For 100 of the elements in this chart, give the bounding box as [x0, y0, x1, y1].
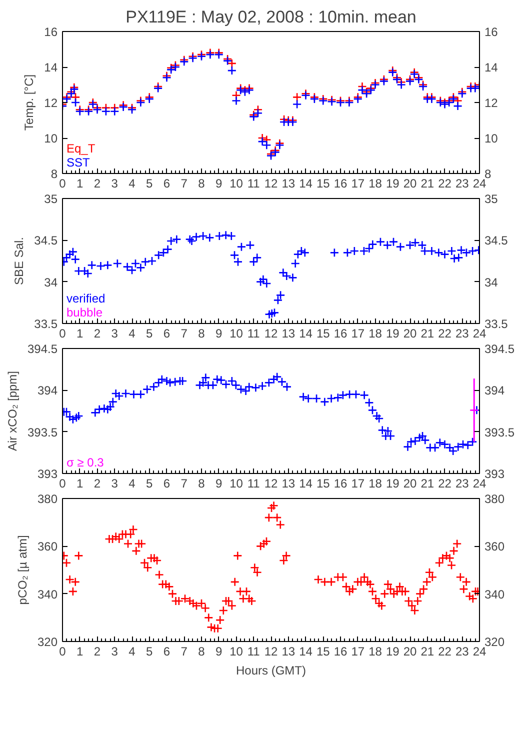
- x-tick-label: 3: [111, 176, 118, 190]
- x-tick-label: 10: [230, 176, 244, 190]
- x-tick-label: 4: [128, 644, 136, 658]
- x-tick-label: 14: [299, 176, 313, 190]
- x-tick-label: 12: [264, 476, 278, 490]
- y-tick-label: 360: [37, 540, 58, 554]
- y2-tick-label: 33.5: [484, 317, 508, 331]
- y2-tick-label: 340: [484, 587, 505, 602]
- x-tick-label: 15: [316, 326, 330, 340]
- x-tick-label: 1: [76, 476, 84, 490]
- x-tick-label: 16: [334, 176, 348, 190]
- x-tick-label: 24: [472, 644, 486, 658]
- y2-tick-label: 393: [484, 467, 505, 481]
- x-tick-label: 0: [59, 326, 66, 340]
- x-tick-label: 17: [351, 476, 365, 490]
- x-tick-label: 1: [76, 644, 84, 658]
- x-tick-label: 20: [403, 476, 417, 490]
- x-tick-label: 20: [403, 326, 417, 340]
- x-tick-label: 17: [351, 644, 365, 658]
- x-tick-label: 11: [247, 326, 260, 340]
- x-tick-label: 1: [76, 326, 84, 340]
- x-tick-label: 11: [247, 476, 260, 490]
- y2-tick-label: 320: [484, 635, 505, 649]
- x-tick-label: 12: [264, 176, 278, 190]
- x-tick-label: 16: [334, 644, 348, 658]
- legend-label: bubble: [66, 306, 103, 320]
- y-tick-label: 394: [37, 384, 58, 398]
- x-tick-label: 9: [216, 644, 223, 658]
- y2-tick-label: 8: [484, 167, 492, 181]
- x-tick-label: 4: [128, 176, 136, 190]
- y-tick-label: 34.5: [34, 234, 58, 248]
- y-tick-label: 394.5: [27, 342, 58, 356]
- x-tick-label: 20: [403, 176, 417, 190]
- x-tick-label: 18: [368, 176, 382, 190]
- x-tick-label: 7: [180, 644, 188, 658]
- y-tick-label: 10: [44, 132, 58, 146]
- x-tick-label: 9: [216, 326, 223, 340]
- x-tick-label: 10: [230, 644, 244, 658]
- x-tick-label: 14: [299, 644, 313, 658]
- x-tick-label: 19: [386, 476, 400, 490]
- chart-title: PX119E : May 02, 2008 : 10min. mean: [126, 8, 416, 26]
- x-tick-label: 13: [282, 644, 296, 658]
- x-tick-label: 13: [282, 476, 296, 490]
- x-tick-label: 24: [472, 176, 486, 190]
- text: SST: [66, 156, 91, 170]
- x-tick-label: 5: [146, 644, 154, 658]
- x-tick-label: 16: [334, 326, 348, 340]
- x-tick-label: 13: [282, 326, 296, 340]
- x-tick-label: 18: [368, 326, 382, 340]
- x-tick-label: 12: [264, 326, 278, 340]
- x-tick-label: 2: [94, 326, 101, 340]
- y-tick-label: 34: [44, 275, 58, 290]
- x-tick-label: 22: [438, 176, 452, 190]
- x-tick-label: 6: [163, 326, 170, 340]
- x-tick-label: 9: [216, 476, 223, 490]
- x-tick-label: 6: [163, 644, 170, 658]
- y-tick-label: 33.5: [34, 317, 58, 331]
- y-tick-label: 35: [44, 192, 58, 206]
- x-tick-label: 2: [94, 644, 101, 658]
- y2-tick-label: 14: [484, 60, 498, 74]
- y2-tick-label: 35: [484, 192, 498, 206]
- x-tick-label: 3: [111, 326, 118, 340]
- x-tick-label: 18: [368, 644, 382, 658]
- x-tick-label: 14: [299, 476, 313, 490]
- x-tick-label: 5: [146, 176, 154, 190]
- y-axis-title: pCO₂ [µ atm]: [15, 535, 30, 605]
- x-tick-label: 23: [455, 176, 470, 190]
- y2-tick-label: 394: [484, 384, 505, 398]
- x-tick-label: 15: [316, 176, 330, 190]
- x-tick-label: 17: [351, 326, 365, 340]
- x-tick-label: 18: [368, 476, 382, 490]
- x-tick-label: 0: [59, 644, 66, 658]
- x-tick-label: 9: [216, 176, 223, 190]
- y-tick-label: 393: [37, 467, 58, 481]
- y2-tick-label: 16: [484, 25, 498, 39]
- y2-tick-label: 380: [484, 492, 505, 506]
- x-tick-label: 0: [59, 476, 66, 490]
- y2-tick-label: 12: [484, 96, 498, 110]
- x-tick-label: 6: [163, 176, 170, 190]
- x-tick-label: 21: [420, 476, 434, 490]
- x-tick-label: 21: [420, 326, 434, 340]
- x-tick-label: 22: [438, 476, 452, 490]
- x-tick-label: 1: [76, 176, 84, 190]
- x-tick-label: 7: [180, 476, 188, 490]
- y2-tick-label: 10: [484, 132, 498, 146]
- x-tick-label: 11: [247, 644, 260, 658]
- y-axis-title: Air xCO₂ [ppm]: [5, 370, 20, 451]
- y-tick-label: 14: [44, 60, 58, 74]
- series-label: verified: [66, 292, 106, 306]
- y-tick-label: 340: [37, 587, 58, 602]
- x-tick-label: 23: [455, 644, 470, 658]
- x-axis-title: Hours (GMT): [236, 664, 306, 678]
- x-tick-label: 22: [438, 644, 452, 658]
- x-tick-label: 23: [455, 476, 470, 490]
- x-tick-label: 22: [438, 326, 452, 340]
- x-tick-label: 2: [94, 176, 101, 190]
- y-tick-label: 12: [44, 96, 58, 110]
- text: σ ≥ 0.3: [66, 456, 104, 470]
- y2-tick-label: 360: [484, 540, 505, 554]
- y-axis-title: SBE Sal.: [12, 236, 26, 286]
